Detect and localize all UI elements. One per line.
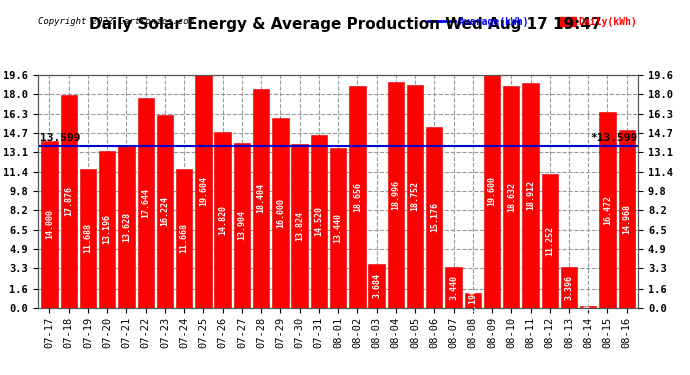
Bar — [503, 87, 520, 308]
Bar — [157, 115, 173, 308]
Text: 18.656: 18.656 — [353, 182, 362, 212]
Bar — [291, 144, 308, 308]
Bar — [330, 148, 346, 308]
Text: 18.404: 18.404 — [257, 183, 266, 213]
Text: 11.668: 11.668 — [179, 223, 188, 253]
Bar — [99, 151, 115, 308]
Bar — [137, 98, 154, 308]
Bar — [195, 75, 212, 307]
Bar — [310, 135, 327, 308]
Bar — [368, 264, 385, 308]
Bar — [349, 86, 366, 308]
Text: 3.440: 3.440 — [449, 274, 458, 300]
Text: Daily(kWh): Daily(kWh) — [578, 17, 637, 27]
Bar — [176, 169, 193, 308]
Bar — [272, 118, 288, 308]
Text: 11.252: 11.252 — [545, 226, 554, 256]
Text: 13.824: 13.824 — [295, 210, 304, 240]
Text: 13.628: 13.628 — [122, 211, 131, 242]
Text: 0.096: 0.096 — [584, 294, 593, 320]
Text: Average(kWh): Average(kWh) — [459, 17, 529, 27]
Bar — [542, 174, 558, 308]
Text: 11.688: 11.688 — [83, 223, 92, 253]
Text: Copyright 2022 Cartronics.com: Copyright 2022 Cartronics.com — [38, 17, 194, 26]
Text: 19.604: 19.604 — [199, 176, 208, 206]
Text: 18.752: 18.752 — [411, 181, 420, 211]
Bar — [61, 96, 77, 308]
Bar — [407, 85, 423, 308]
Text: 19.600: 19.600 — [488, 176, 497, 206]
Bar — [580, 306, 596, 308]
Text: *13.599: *13.599 — [590, 133, 638, 143]
Bar — [253, 89, 269, 308]
Text: 13.904: 13.904 — [237, 210, 246, 240]
Bar — [426, 128, 442, 308]
Bar — [445, 267, 462, 308]
Text: 14.820: 14.820 — [218, 205, 227, 235]
Text: 15.176: 15.176 — [430, 202, 439, 232]
Text: 14.968: 14.968 — [622, 204, 631, 234]
Bar — [215, 132, 231, 308]
Text: 16.472: 16.472 — [603, 195, 612, 225]
Text: 3.396: 3.396 — [564, 275, 573, 300]
Text: 14.520: 14.520 — [315, 206, 324, 236]
Text: 16.224: 16.224 — [161, 196, 170, 226]
Bar — [464, 293, 481, 308]
Text: 3.684: 3.684 — [372, 273, 381, 298]
Text: 13.440: 13.440 — [333, 213, 343, 243]
Text: 17.876: 17.876 — [64, 186, 73, 216]
Text: 1.196: 1.196 — [469, 288, 477, 313]
Text: 13.599: 13.599 — [40, 133, 80, 143]
Bar — [600, 112, 615, 308]
Text: 18.632: 18.632 — [506, 182, 515, 212]
Bar — [388, 82, 404, 308]
Text: Daily Solar Energy & Average Production Wed Aug 17 19:47: Daily Solar Energy & Average Production … — [89, 17, 601, 32]
Text: 13.196: 13.196 — [103, 214, 112, 244]
Text: 17.644: 17.644 — [141, 188, 150, 218]
Text: 14.000: 14.000 — [45, 210, 54, 240]
Bar — [522, 83, 539, 308]
Text: 18.912: 18.912 — [526, 180, 535, 210]
Bar — [80, 169, 96, 308]
Bar — [234, 142, 250, 308]
Bar — [561, 267, 577, 308]
Text: 16.000: 16.000 — [276, 198, 285, 228]
Bar — [618, 130, 635, 308]
Text: 18.996: 18.996 — [391, 180, 400, 210]
Bar — [118, 146, 135, 308]
Bar — [41, 141, 58, 308]
Bar — [484, 75, 500, 307]
